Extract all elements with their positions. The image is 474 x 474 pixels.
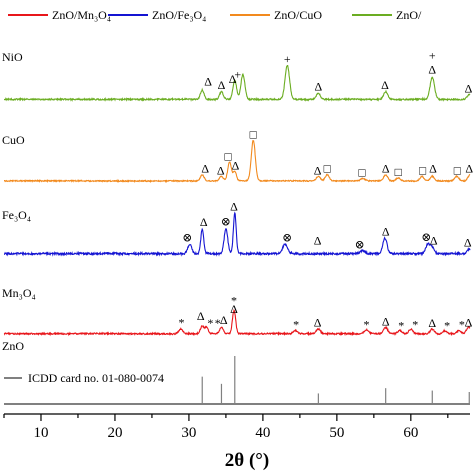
peak-marker-nio-1: Δ (218, 78, 226, 92)
series-line-mn-o (3, 309, 471, 337)
series-line-fe-o (3, 211, 471, 257)
x-tick-label-60: 60 (403, 425, 418, 441)
reference-card-label: ICDD card no. 01-080-0074 (28, 371, 164, 385)
peak-marker-cuo-6: □ (324, 162, 331, 176)
peak-marker-mn-o-14: * (444, 318, 450, 332)
peak-marker-mn-o-10: Δ (382, 314, 390, 328)
reference-label: ZnO (2, 339, 24, 353)
series-line-nio (4, 65, 471, 102)
x-axis-title: 2θ (°) (225, 450, 269, 471)
peak-marker-fe-o-7: Δ (382, 224, 390, 238)
x-axis: 10 20 30 40 50 60 2θ (°) (3, 413, 470, 471)
peak-marker-cuo-9: □ (395, 165, 402, 179)
peak-marker-mn-o-11: * (398, 318, 404, 332)
series-label-fe-o: Fe₃O₄ (2, 208, 31, 222)
peak-marker-nio-6: Δ (381, 78, 389, 92)
peak-marker-cuo-3: Δ (232, 159, 240, 173)
peak-marker-fe-o-2: ⊗ (221, 214, 231, 228)
peak-marker-mn-o-4: Δ (220, 313, 228, 327)
legend-item-zno-fe-o-label: ZnO/Fe₃O₄ (152, 8, 206, 22)
peak-marker-nio-3: + (234, 67, 241, 81)
peak-marker-fe-o-9: Δ (430, 234, 438, 248)
peak-marker-mn-o-15: * (459, 318, 465, 332)
peak-marker-nio-7: + (429, 49, 436, 63)
legend: ZnO/Mn₃O₄ ZnO/Fe₃O₄ ZnO/CuO ZnO/ (8, 8, 422, 22)
peak-marker-nio-4: + (284, 52, 291, 66)
peak-marker-cuo-13: Δ (465, 162, 473, 176)
peak-marker-cuo-7: □ (358, 166, 365, 180)
peak-marker-cuo-11: Δ (429, 162, 437, 176)
peak-marker-nio-8: Δ (428, 63, 436, 77)
peak-marker-mn-o-6: Δ (230, 302, 238, 316)
x-tick-label-10: 10 (33, 425, 48, 441)
peak-marker-mn-o-13: Δ (428, 316, 436, 330)
x-tick-label-30: 30 (181, 425, 196, 441)
peak-marker-mn-o-9: * (363, 318, 369, 332)
peak-marker-mn-o-12: * (412, 318, 418, 332)
peak-marker-cuo-4: □ (250, 128, 257, 142)
series-label-mn-o: Mn₃O₄ (2, 286, 36, 300)
peak-marker-mn-o-0: * (179, 315, 185, 329)
x-tick-label-20: 20 (107, 425, 122, 441)
peak-marker-fe-o-0: ⊗ (182, 231, 192, 245)
peak-marker-fe-o-10: Δ (464, 235, 472, 249)
peak-marker-mn-o-8: Δ (314, 315, 322, 329)
peak-marker-cuo-8: Δ (382, 162, 390, 176)
peak-marker-mn-o-3: * (215, 316, 221, 330)
peak-marker-fe-o-5: Δ (314, 234, 322, 248)
peak-marker-fe-o-4: ⊗ (282, 231, 292, 245)
peak-marker-fe-o-3: Δ (230, 200, 238, 214)
series-label-nio: NiO (2, 50, 23, 64)
peak-marker-nio-0: Δ (204, 74, 212, 88)
legend-item-zno-label: ZnO/ (396, 8, 422, 22)
peak-marker-cuo-10: □ (419, 163, 426, 177)
peak-marker-cuo-1: Δ (217, 163, 225, 177)
peak-marker-nio-5: Δ (315, 80, 323, 94)
peak-marker-mn-o-16: Δ (465, 315, 473, 329)
peak-marker-fe-o-6: ⊗ (355, 238, 365, 252)
peak-marker-mn-o-1: Δ (197, 309, 205, 323)
peak-marker-nio-9: Δ (465, 81, 473, 95)
legend-item-zno-cuo-label: ZnO/CuO (274, 8, 322, 22)
peak-marker-cuo-0: Δ (201, 162, 209, 176)
x-tick-label-50: 50 (329, 425, 344, 441)
peak-marker-mn-o-5: * (231, 294, 237, 308)
reference-pattern: ZnO ICDD card no. 01-080-0074 (2, 339, 470, 405)
peak-marker-nio-2: Δ (229, 72, 237, 86)
peak-marker-cuo-2: □ (224, 149, 231, 163)
legend-item-zno-mn-o-label: ZnO/Mn₃O₄ (52, 8, 111, 22)
peak-marker-cuo-12: □ (454, 163, 461, 177)
series-line-cuo (4, 140, 471, 184)
peak-marker-cuo-5: Δ (314, 163, 322, 177)
peak-marker-fe-o-1: Δ (200, 215, 208, 229)
x-tick-label-40: 40 (255, 425, 270, 441)
peak-marker-fe-o-8: ⊗ (421, 230, 431, 244)
series-label-cuo: CuO (2, 133, 25, 147)
peak-marker-mn-o-2: * (207, 316, 213, 330)
peak-marker-mn-o-7: * (293, 318, 299, 332)
